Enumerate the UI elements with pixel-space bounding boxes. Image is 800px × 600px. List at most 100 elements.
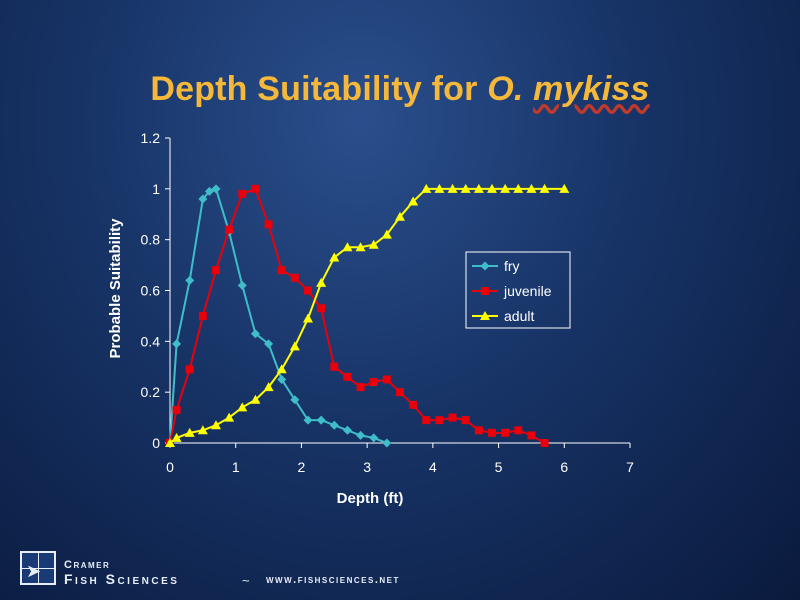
- data-point-juvenile: [290, 273, 299, 282]
- x-tick-label: 2: [298, 459, 306, 475]
- data-point-juvenile: [264, 220, 273, 229]
- x-tick-label: 3: [363, 459, 371, 475]
- data-point-adult: [421, 183, 432, 193]
- data-point-adult: [250, 394, 261, 404]
- y-tick-label: 0.2: [141, 384, 161, 400]
- data-point-adult: [381, 229, 392, 239]
- x-tick-label: 7: [626, 459, 634, 475]
- data-point-juvenile: [185, 365, 194, 374]
- legend-marker-adult: [480, 311, 490, 320]
- data-point-juvenile: [172, 405, 181, 414]
- company-name-top: Cramer: [64, 559, 111, 571]
- data-point-juvenile: [474, 426, 483, 435]
- data-point-juvenile: [330, 362, 339, 371]
- title-species-name: mykiss: [533, 70, 650, 108]
- data-point-fry: [211, 184, 221, 194]
- legend-label-adult: adult: [504, 308, 534, 324]
- data-point-juvenile: [540, 439, 549, 447]
- data-point-juvenile: [212, 266, 220, 275]
- data-point-juvenile: [488, 428, 496, 437]
- data-point-fry: [172, 339, 182, 349]
- data-point-fry: [329, 420, 339, 430]
- x-tick-label: 6: [560, 459, 568, 475]
- data-point-adult: [368, 239, 379, 249]
- depth-suitability-chart: 0 0.2 0.4 0.6 0.8 1 1.2 0 1 2 3 4 5 6 7 Depth (ft) Proba…: [107, 130, 634, 507]
- data-point-juvenile: [501, 428, 510, 437]
- y-tick-label: 0.6: [141, 283, 161, 299]
- data-point-fry: [342, 425, 352, 435]
- footer-separator: ~: [242, 573, 250, 588]
- x-tick-label: 5: [495, 459, 503, 475]
- data-point-fry: [303, 415, 313, 425]
- chart-title: Depth Suitability for O. mykiss: [0, 70, 800, 109]
- data-point-adult: [513, 183, 524, 193]
- data-point-juvenile: [238, 189, 247, 198]
- data-point-fry: [290, 395, 300, 405]
- title-species: O. mykiss: [487, 70, 649, 108]
- data-point-juvenile: [422, 416, 431, 425]
- fish-icon: ➤: [26, 561, 42, 581]
- legend-label-juvenile: juvenile: [503, 283, 552, 299]
- x-tick-label: 4: [429, 459, 437, 475]
- y-tick-label: 0.4: [141, 333, 161, 349]
- legend-label-fry: fry: [504, 258, 520, 274]
- data-point-fry: [250, 329, 260, 339]
- data-point-adult: [237, 402, 248, 412]
- data-point-juvenile: [382, 375, 391, 384]
- title-species-prefix: O.: [487, 70, 534, 108]
- legend-box: [465, 251, 571, 329]
- data-point-adult: [289, 341, 300, 351]
- company-name-main: Fish Sciences: [64, 571, 180, 587]
- data-point-juvenile: [409, 400, 418, 409]
- data-point-adult: [473, 183, 484, 193]
- data-point-fry: [198, 194, 208, 204]
- title-main: Depth Suitability for: [150, 70, 488, 108]
- data-point-juvenile: [527, 431, 536, 440]
- data-point-juvenile: [198, 311, 207, 320]
- data-point-fry: [356, 430, 366, 440]
- x-axis-label: Depth (ft): [337, 490, 404, 507]
- data-point-fry: [264, 339, 274, 349]
- y-axis-label: Probable Suitability: [107, 218, 124, 359]
- legend: fry juvenile adult: [465, 251, 571, 329]
- x-tick-label: 1: [232, 459, 240, 475]
- fish-grid-logo-icon: ➤: [20, 551, 56, 585]
- series-juvenile: [166, 184, 549, 447]
- data-point-adult: [526, 183, 537, 193]
- data-point-adult: [316, 277, 327, 287]
- x-tick-label: 0: [166, 459, 174, 475]
- y-tick-label: 0: [152, 435, 160, 451]
- data-point-adult: [197, 425, 208, 435]
- data-point-juvenile: [448, 413, 457, 422]
- data-point-adult: [211, 420, 221, 430]
- data-point-juvenile: [435, 416, 444, 425]
- data-point-adult: [447, 183, 458, 193]
- legend-marker-fry: [480, 261, 490, 271]
- data-point-adult: [329, 252, 340, 262]
- data-point-adult: [408, 196, 419, 206]
- y-tick-label: 1.2: [141, 130, 161, 146]
- data-point-adult: [539, 183, 550, 193]
- data-point-adult: [434, 183, 445, 193]
- footer: ➤ Cramer Fish Sciences ~ www.fishscience…: [20, 551, 440, 588]
- data-point-adult: [500, 183, 511, 193]
- data-point-adult: [224, 412, 235, 422]
- footer-url: www.fishsciences.net: [266, 574, 400, 586]
- data-point-adult: [342, 242, 353, 252]
- data-point-fry: [204, 186, 214, 196]
- data-point-juvenile: [369, 378, 378, 386]
- data-point-fry: [316, 415, 326, 425]
- data-point-fry: [185, 275, 195, 285]
- data-point-adult: [171, 432, 182, 442]
- data-point-adult: [487, 183, 497, 193]
- data-point-fry: [369, 433, 379, 443]
- data-point-adult: [460, 183, 471, 193]
- data-point-fry: [237, 280, 247, 290]
- data-point-adult: [559, 183, 570, 193]
- data-point-adult: [303, 313, 313, 323]
- data-point-juvenile: [251, 184, 260, 193]
- data-point-juvenile: [343, 372, 352, 381]
- data-point-juvenile: [277, 266, 286, 275]
- data-point-adult: [165, 438, 175, 447]
- data-point-adult: [355, 242, 366, 252]
